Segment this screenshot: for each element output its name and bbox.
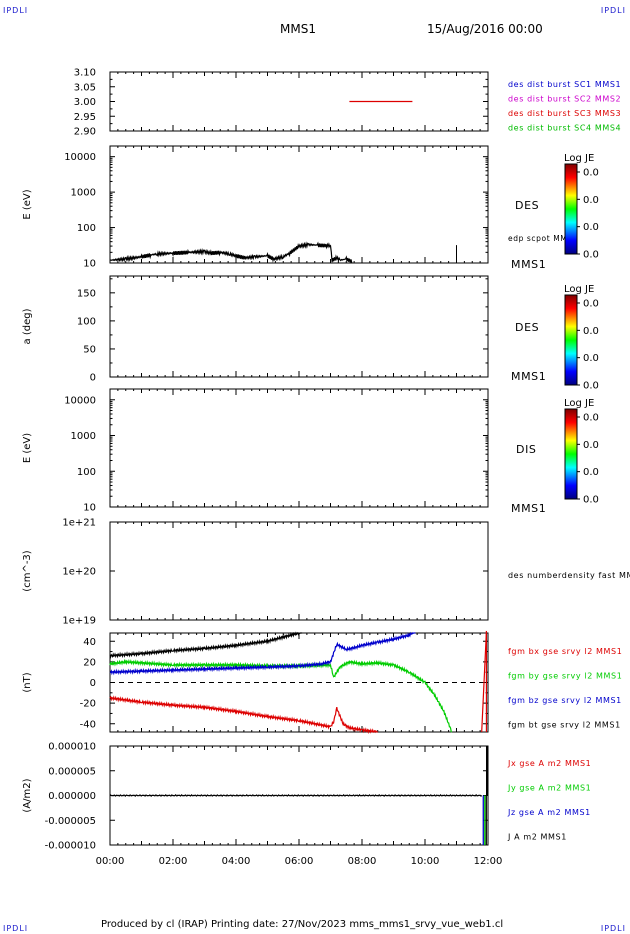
- panel-des-energy-scpot-line: [109, 241, 353, 264]
- panel-des-energy-ytick-label: 100: [77, 223, 96, 234]
- panel-dis-energy-colorbar-tick-label: 0.0: [583, 495, 599, 506]
- panel-des-pitch-right-label: DES: [515, 321, 539, 334]
- panel-burst-legend-2: des dist burst SC2 MMS2: [508, 95, 621, 104]
- panel-burst-ytick-label: 2.95: [74, 112, 96, 123]
- panel-bfield-series-3: [109, 631, 416, 676]
- panel-current-ytick-label: 0.000005: [48, 766, 96, 777]
- panel-des-pitch-ytick-label: 150: [77, 288, 96, 299]
- panel-dis-energy-ytick-label: 1000: [71, 431, 96, 442]
- panel-burst-ytick-label: 3.10: [74, 68, 96, 79]
- panel-des-pitch-colorbar-tick-label: 0.0: [583, 353, 599, 364]
- panel-des-pitch-unit-label: MMS1: [511, 370, 546, 383]
- panel-bfield-ytick-label: 20: [83, 657, 96, 668]
- panel-density-ytick-label: 1e+20: [62, 567, 96, 578]
- panel-bfield-legend-1: fgm bx gse srvy l2 MMS1: [508, 647, 622, 656]
- panel-dis-energy-colorbar-title: Log JE: [564, 398, 594, 409]
- panel-des-energy-overlay-label: edp scpot MMS1: [508, 234, 578, 243]
- panel-des-pitch-ytick-label: 0: [90, 373, 96, 384]
- panel-bfield-series-1: [109, 695, 378, 735]
- time-tick-label: 12:00: [474, 856, 503, 867]
- panel-des-energy-colorbar-tick-label: 0.0: [583, 222, 599, 233]
- panel-des-energy-colorbar-tick-label: 0.0: [583, 250, 599, 261]
- panel-current-legend-2: Jy gse A m2 MMS1: [507, 784, 591, 793]
- time-tick-label: 06:00: [285, 856, 314, 867]
- panel-current-legend-3: Jz gse A m2 MMS1: [507, 808, 591, 817]
- panel-current-j-trace: [109, 794, 483, 797]
- panel-current-ylabel: (A/m2): [22, 778, 33, 812]
- panel-density-ytick-label: 1e+19: [62, 616, 96, 627]
- time-tick-label: 00:00: [96, 856, 125, 867]
- panel-dis-energy-ytick-label: 10: [83, 503, 96, 514]
- panel-dis-energy-frame: [109, 388, 489, 508]
- panel-des-pitch-colorbar-tick-label: 0.0: [583, 381, 599, 392]
- time-tick-label: 10:00: [411, 856, 440, 867]
- panel-dis-energy-unit-label: MMS1: [511, 502, 546, 515]
- panel-des-energy-ytick-label: 10: [83, 259, 96, 270]
- panel-burst-legend-4: des dist burst SC4 MMS4: [508, 124, 621, 133]
- panel-bfield-ytick-label: 40: [83, 637, 96, 648]
- time-tick-label: 08:00: [348, 856, 377, 867]
- panel-dis-energy-ytick-label: 10000: [64, 395, 96, 406]
- panel-current-legend-1: Jx gse A m2 MMS1: [507, 759, 591, 768]
- time-tick-label: 04:00: [222, 856, 251, 867]
- footer-text: Produced by cl (IRAP) Printing date: 27/…: [101, 919, 504, 930]
- panel-current-ytick-label: -0.000010: [45, 841, 96, 852]
- panel-des-energy-unit-label: MMS1: [511, 258, 546, 271]
- panel-des-pitch-ytick-label: 50: [83, 344, 96, 355]
- panel-des-energy-colorbar-tick-label: 0.0: [583, 195, 599, 206]
- panel-des-energy-ytick-label: 10000: [64, 152, 96, 163]
- date-time-title: 15/Aug/2016 00:00: [427, 22, 543, 36]
- panel-burst-legend-1: des dist burst SC1 MMS1: [508, 80, 621, 89]
- panel-bfield-series-4: [109, 631, 303, 659]
- spacecraft-title: MMS1: [280, 22, 316, 36]
- panel-current-ytick-label: 0.000000: [48, 791, 96, 802]
- time-tick-label: 02:00: [159, 856, 188, 867]
- panel-des-pitch-ylabel: a (deg): [22, 308, 33, 344]
- panel-density-frame: [109, 521, 489, 621]
- panel-dis-energy-colorbar-tick-label: 0.0: [583, 413, 599, 424]
- panel-des-pitch-ytick-label: 100: [77, 316, 96, 327]
- panel-burst-ytick-label: 3.00: [74, 97, 96, 108]
- panel-bfield-ytick-label: 0: [90, 678, 96, 689]
- panel-des-pitch-frame: [109, 275, 489, 378]
- panel-bfield-legend-4: fgm bt gse srvy l2 MMS1: [508, 721, 621, 730]
- corner-label-bottom-left: IPDLI: [3, 924, 29, 933]
- panel-des-energy-colorbar-tick-label: 0.0: [583, 168, 599, 179]
- panel-bfield-legend-2: fgm by gse srvy l2 MMS1: [508, 672, 622, 681]
- panel-burst-ytick-label: 3.05: [74, 82, 96, 93]
- panel-bfield-ytick-label: -20: [80, 699, 96, 710]
- panel-density-legend-1: des numberdensity fast MMS1: [508, 571, 630, 580]
- panel-des-energy-ytick-label: 1000: [71, 188, 96, 199]
- panel-des-pitch-colorbar-tick-label: 0.0: [583, 299, 599, 310]
- panel-des-pitch-colorbar-tick-label: 0.0: [583, 326, 599, 337]
- panel-dis-energy-colorbar-tick-label: 0.0: [583, 467, 599, 478]
- panel-dis-energy-ytick-label: 100: [77, 467, 96, 478]
- panel-des-energy-ylabel: E (eV): [22, 189, 33, 219]
- panel-density-ytick-label: 1e+21: [62, 518, 96, 529]
- panel-dis-energy-right-label: DIS: [516, 443, 537, 456]
- panel-bfield-ylabel: (nT): [22, 672, 33, 692]
- panel-dis-energy-ylabel: E (eV): [22, 433, 33, 463]
- panel-des-energy-right-label: DES: [515, 199, 539, 212]
- panel-current-ytick-label: -0.000005: [45, 816, 96, 827]
- panel-bfield-legend-3: fgm bz gse srvy l2 MMS1: [508, 696, 622, 705]
- panel-des-energy-colorbar-title: Log JE: [564, 153, 594, 164]
- panel-des-energy-colorbar-bar: [564, 163, 578, 255]
- panel-des-pitch-colorbar-bar: [564, 294, 578, 386]
- panel-density-ylabel: (cm^-3): [22, 550, 33, 591]
- corner-label-top-right: IPDLI: [600, 6, 626, 15]
- panel-burst-frame: [109, 71, 489, 132]
- panel-bfield-end-spike-bx: [481, 630, 488, 733]
- corner-label-bottom-right: IPDLI: [600, 924, 626, 933]
- corner-label-top-left: IPDLI: [3, 6, 29, 15]
- panel-burst-ytick-label: 2.90: [74, 127, 96, 138]
- panel-current-ytick-label: 0.000010: [48, 742, 96, 753]
- panel-dis-energy-colorbar-tick-label: 0.0: [583, 440, 599, 451]
- panel-dis-energy-colorbar-bar: [564, 408, 578, 500]
- panel-current-legend-4: J A m2 MMS1: [507, 833, 567, 842]
- panel-bfield-ytick-label: -40: [80, 719, 96, 730]
- panel-burst-legend-3: des dist burst SC3 MMS3: [508, 109, 621, 118]
- panel-des-pitch-colorbar-title: Log JE: [564, 284, 594, 295]
